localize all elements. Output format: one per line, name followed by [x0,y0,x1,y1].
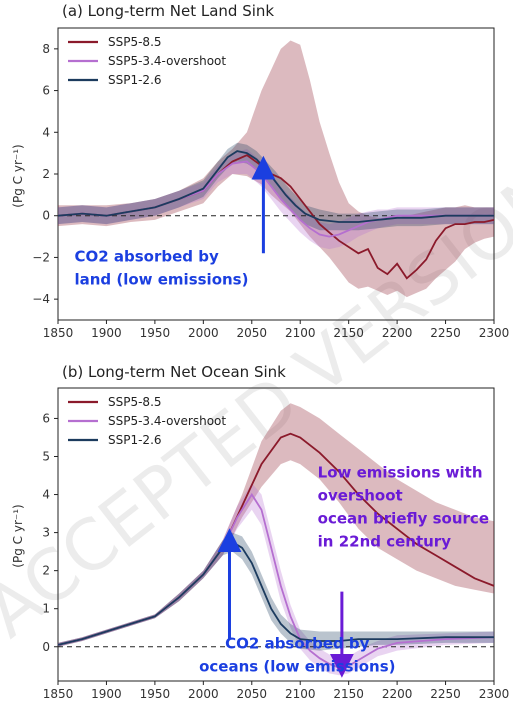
panel-b-title: (b) Long-term Net Ocean Sink [62,363,286,381]
x-tick-label: 2300 [479,326,510,340]
panel-a-ylabel: (Pg C yr⁻¹) [11,144,25,207]
annotation-text: land (low emissions) [74,271,248,289]
legend-label-2: SSP1-2.6 [108,73,162,87]
annotation-text: CO2 absorbed by [74,248,219,266]
x-tick-label: 1900 [91,326,122,340]
y-tick-label: 8 [42,42,50,56]
panel-b-frame [57,387,495,682]
y-tick-label: 5 [42,449,50,463]
legend-label-1: SSP5-3.4-overshoot [108,414,226,428]
series-band-2 [58,142,494,231]
series-line-2 [57,541,494,646]
annotation-text: overshoot [318,486,403,504]
annotation-text: ocean briefly source [318,509,489,527]
y-tick-label: 4 [42,488,50,502]
y-tick-label: 6 [42,411,50,425]
legend-label-0: SSP5-8.5 [108,35,162,49]
y-tick-label: 0 [42,640,50,654]
x-tick-label: 1950 [140,687,171,701]
y-tick-label: 3 [42,526,50,540]
y-tick-label: 6 [42,84,50,98]
y-tick-label: 4 [42,125,50,139]
x-tick-label: 2250 [430,326,461,340]
x-tick-label: 2200 [382,687,413,701]
y-tick-label: −4 [32,292,50,306]
x-tick-label: 2100 [285,687,316,701]
annotation-text: CO2 absorbed by [225,635,370,653]
series-band-0 [58,403,494,647]
annotation-text: Low emissions with [318,463,483,481]
x-tick-label: 2300 [479,687,510,701]
legend-label-1: SSP5-3.4-overshoot [108,54,226,68]
x-tick-label: 2150 [333,326,364,340]
panel-a-legend: SSP5-8.5 SSP5-3.4-overshoot SSP1-2.6 [68,35,226,87]
legend-label-0: SSP5-8.5 [108,395,162,409]
panel-land-sink: (a) Long-term Net Land Sink (Pg C yr⁻¹) … [11,2,509,340]
series-band-0 [58,40,494,298]
y-tick-label: 1 [42,602,50,616]
panel-b-plot-area: 1850 1900 1950 2000 2050 2100 2150 2200 2250 2300… [42,403,509,701]
annotation-text: in 22nd century [318,532,452,550]
series-band-1 [58,483,494,676]
x-tick-label: 2250 [430,687,461,701]
x-tick-label: 1900 [91,687,122,701]
y-tick-label: 2 [42,167,50,181]
x-tick-label: 2050 [237,687,268,701]
x-tick-label: 2150 [333,687,364,701]
x-tick-label: 1850 [43,687,74,701]
x-tick-label: 2000 [188,687,219,701]
x-tick-label: 2050 [237,326,268,340]
y-tick-label: 2 [42,564,50,578]
y-tick-label: −2 [32,250,50,264]
x-tick-label: 2200 [382,326,413,340]
panel-b-ylabel: (Pg C yr⁻¹) [11,504,25,567]
panel-a-plot-area: 1850 1900 1950 2000 2050 2100 2150 2200 2250 2300… [32,40,510,340]
panel-a-title: (a) Long-term Net Land Sink [62,2,274,20]
series-band-1 [58,149,494,250]
x-tick-label: 1850 [43,326,74,340]
x-tick-label: 1950 [140,326,171,340]
legend-label-2: SSP1-2.6 [108,433,162,447]
x-tick-label: 2100 [285,326,316,340]
y-tick-label: 0 [42,209,50,223]
x-tick-label: 2000 [188,326,219,340]
annotation-text: oceans (low emissions) [199,658,395,676]
panel-b-legend: SSP5-8.5 SSP5-3.4-overshoot SSP1-2.6 [68,395,226,447]
panel-ocean-sink: (b) Long-term Net Ocean Sink (Pg C yr⁻¹)… [11,363,509,701]
